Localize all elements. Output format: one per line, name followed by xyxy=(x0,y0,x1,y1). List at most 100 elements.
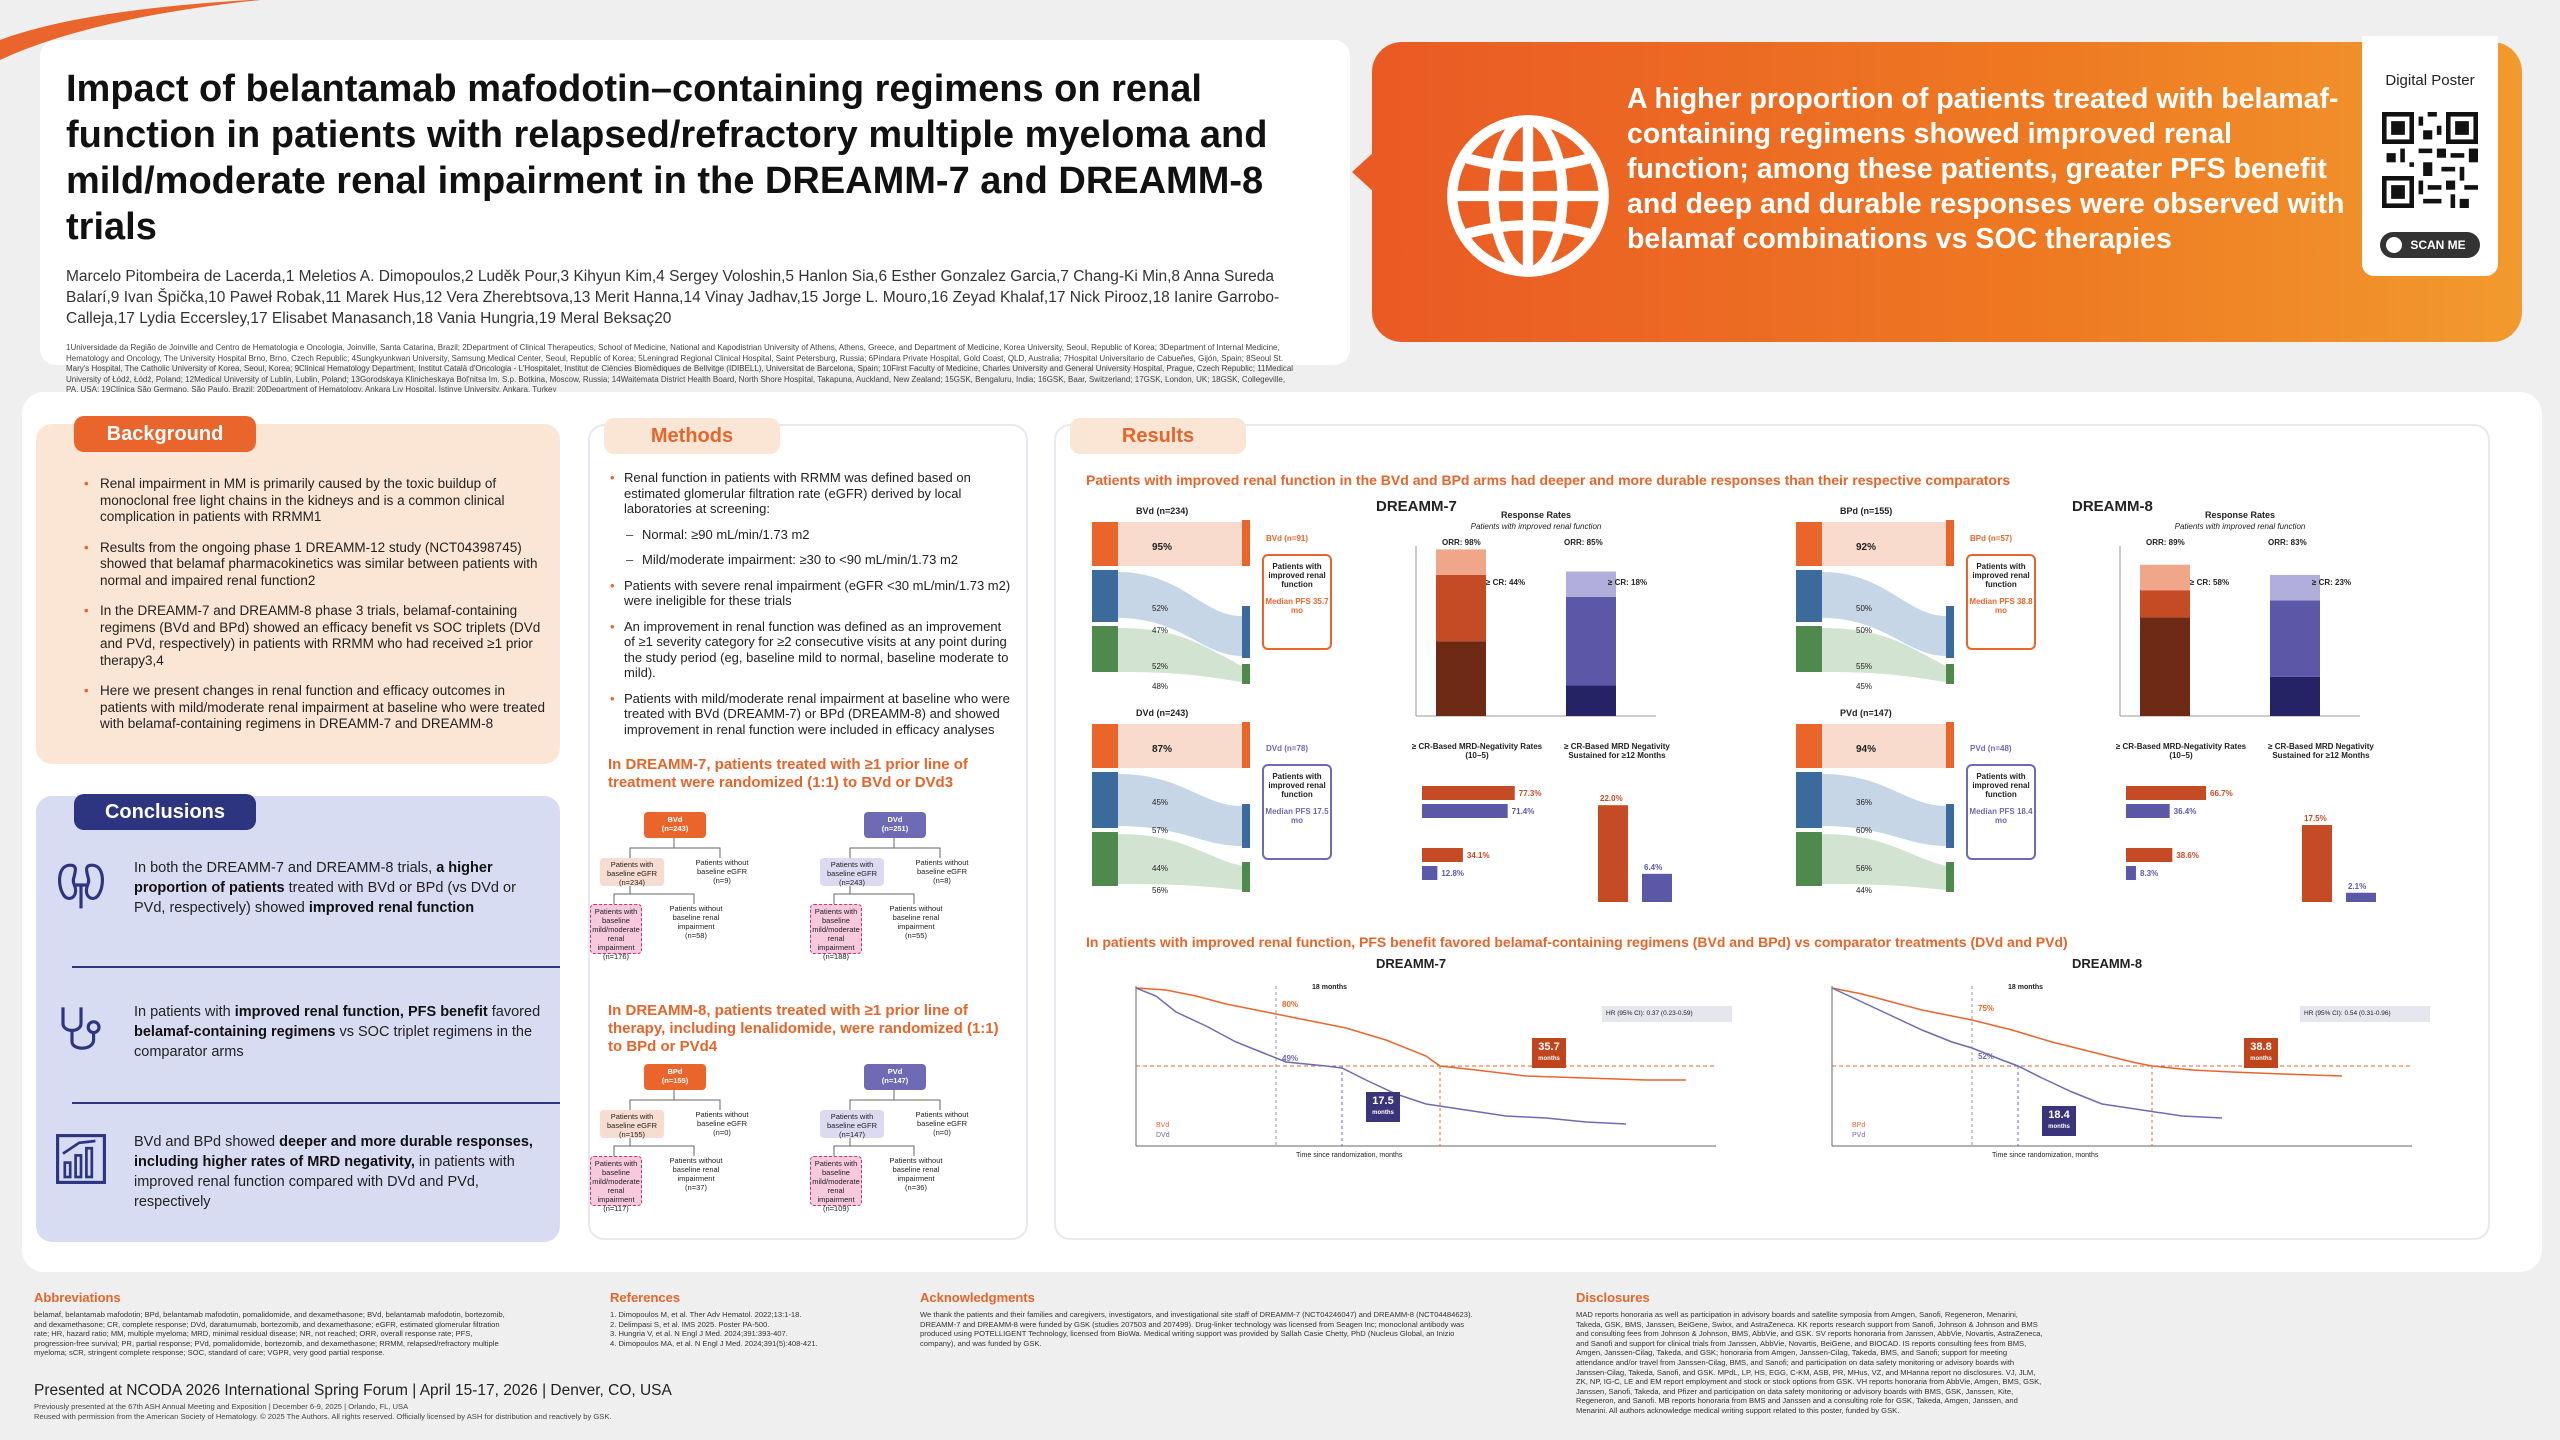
methods-bullets: Renal function in patients with RRMM was… xyxy=(610,470,1014,747)
km7-xlabel: Time since randomization, months xyxy=(1296,1152,1403,1159)
results-heading: Results xyxy=(1070,418,1246,454)
flow-bpd-with-egfr: Patients with baseline eGFR (n=155) xyxy=(600,1110,664,1139)
qr-code-icon[interactable] xyxy=(2382,112,2478,208)
d7-response-chart xyxy=(1415,546,1656,717)
methods-bullet: Patients with mild/moderate renal impair… xyxy=(610,691,1014,738)
scan-me-button[interactable]: SCAN ME xyxy=(2380,232,2480,258)
d7-cr-dvd: ≥ CR: 18% xyxy=(1608,578,1648,587)
d8-bpd-stack-segment xyxy=(2140,617,2190,716)
d8-response-title: Response Rates xyxy=(2204,510,2276,520)
poster-title: Impact of belantamab mafodotin–containin… xyxy=(66,68,1268,248)
digital-poster-label: Digital Poster xyxy=(2385,72,2475,89)
d8-sankey-pct: 50% xyxy=(1856,604,1873,613)
d8-sankey-pct: 36% xyxy=(1856,798,1873,807)
km8-18months: 18 months xyxy=(2008,984,2044,991)
dreamm8-title: DREAMM-8 xyxy=(2072,498,2153,515)
d7-bvd-stack-segment xyxy=(1436,574,1486,642)
d7-dvd-stack-segment xyxy=(1566,571,1616,597)
d7-mrd-label: 12.8% xyxy=(1441,869,1464,878)
background-bullet: Renal impairment in MM is primarily caus… xyxy=(84,476,546,526)
d8-sankey-pct: 56% xyxy=(1856,864,1873,873)
d8-top-arm-label: BPd (n=155) xyxy=(1840,506,1893,516)
flow-bpd-no-impairment: Patients without baseline renal impairme… xyxy=(669,1156,723,1192)
d7-sankey-pct: 52% xyxy=(1152,662,1169,671)
dreamm7-methods-heading: In DREAMM-7, patients treated with ≥1 pr… xyxy=(608,756,968,791)
d7-sus-title: ≥ CR-Based MRD Negativity Sustained for … xyxy=(1564,742,1670,760)
abbreviations-text: belamaf, belantamab mafodotin; BPd, bela… xyxy=(34,1310,505,1358)
d7-mrd-bar xyxy=(1422,848,1463,862)
presented-at: Presented at NCODA 2026 International Sp… xyxy=(34,1382,672,1399)
km8-xlabel: Time since randomization, months xyxy=(1992,1152,2099,1159)
km7-median-b: 17.5 months xyxy=(1366,1092,1400,1122)
d8-mrd-bar xyxy=(2126,786,2207,800)
km7-legend-dvd: DVd xyxy=(1156,1132,1170,1139)
d7-cr-bvd: ≥ CR: 44% xyxy=(1486,578,1526,587)
d8-sankey-pct: 55% xyxy=(1856,662,1873,671)
d7-sus-bar xyxy=(1642,873,1672,902)
references-list: 1. Dimopoulos M, et al. Ther Adv Hematol… xyxy=(610,1310,890,1348)
km8-pct-b: 52% xyxy=(1978,1052,1995,1061)
flow-bpd-without-egfr: Patients without baseline eGFR (n=0) xyxy=(695,1110,749,1137)
conclusions-panel: In both the DREAMM-7 and DREAMM-8 trials… xyxy=(36,796,560,1242)
conclusion-text-2: In patients with improved renal function… xyxy=(134,1004,541,1060)
background-bullet: Here we present changes in renal functio… xyxy=(84,683,546,733)
d8-mrd-bar xyxy=(2126,848,2173,862)
flow-bvd-without-egfr: Patients without baseline eGFR (n=9) xyxy=(695,858,749,885)
scan-me-label: SCAN ME xyxy=(2410,238,2466,252)
d7-mrd-label: 71.4% xyxy=(1512,807,1535,816)
d8-sankey-pct: 44% xyxy=(1856,886,1873,895)
scan-icon xyxy=(2386,237,2402,253)
flow-bvd-with-egfr: Patients with baseline eGFR (n=234) xyxy=(600,858,664,887)
km8-pct-a: 75% xyxy=(1978,1004,1995,1013)
d8-pvd-stack-segment xyxy=(2270,600,2320,677)
disclosures-text: MAD reports honoraria as well as partici… xyxy=(1576,1310,2043,1415)
methods-bullet: An improvement in renal function was def… xyxy=(610,619,1014,681)
digital-poster-qr-panel[interactable]: Digital Poster SCAN ME xyxy=(2362,36,2498,276)
background-bullet: Results from the ongoing phase 1 DREAMM-… xyxy=(84,540,546,590)
d7-mrd-label: 34.1% xyxy=(1467,851,1490,860)
d7-sankey-pct: 44% xyxy=(1152,864,1169,873)
d8-imp-bottom-label: PVd (n=48) xyxy=(1970,744,2012,753)
d7-bvd-stack-segment xyxy=(1436,549,1486,575)
dreamm7-sankey xyxy=(1092,520,1250,892)
kidney-icon xyxy=(58,863,104,909)
flow-bvd-arm: BVd (n=243) xyxy=(644,812,706,838)
d8-mrd-label: 36.4% xyxy=(2174,807,2197,816)
km8-legend-bpd: BPd xyxy=(1852,1122,1866,1129)
d7-mrd-title: ≥ CR-Based MRD-Negativity Rates (10−5) xyxy=(1411,742,1543,760)
results-subheading-1: Patients with improved renal function in… xyxy=(1086,472,2011,488)
reference-item: 1. Dimopoulos M, et al. Ther Adv Hematol… xyxy=(610,1310,802,1319)
d8-pvd-stack-segment xyxy=(2270,574,2320,601)
acknowledgments-text: We thank the patients and their families… xyxy=(920,1310,1473,1348)
km8-legend-pvd: PVd xyxy=(1852,1132,1866,1139)
km8-curve xyxy=(1831,986,2412,1147)
flow-pvd-arm: PVd (n=147) xyxy=(864,1064,926,1090)
d7-sus-label: 6.4% xyxy=(1644,863,1662,872)
reference-item: 2. Delimpasi S, et al. IMS 2025. Poster … xyxy=(610,1319,770,1329)
flow-bpd-arm: BPd (n=155) xyxy=(644,1064,706,1090)
stethoscope-icon xyxy=(61,1007,101,1050)
conclusion-item-2: In patients with improved renal function… xyxy=(54,1002,544,1112)
flow-bvd-mild-moderate: Patients with baseline mild/moderate ren… xyxy=(590,904,642,961)
title-card: Impact of belantamab mafodotin–containin… xyxy=(40,40,1350,394)
flow-pvd-no-impairment: Patients without baseline renal impairme… xyxy=(889,1156,943,1192)
d8-sus-title: ≥ CR-Based MRD Negativity Sustained for … xyxy=(2268,742,2374,760)
background-bullet: In the DREAMM-7 and DREAMM-8 phase 3 tri… xyxy=(84,603,546,669)
affiliations: 1Universidade da Região de Joinville and… xyxy=(66,343,1294,394)
conclusion-text-1: In both the DREAMM-7 and DREAMM-8 trials… xyxy=(134,860,516,916)
d7-mrd-bar xyxy=(1422,804,1508,818)
flow-dvd-without-egfr: Patients without baseline eGFR (n=8) xyxy=(915,858,969,885)
d8-orr-bpd: ORR: 89% xyxy=(2146,538,2185,547)
methods-bullet: Renal function in patients with RRMM was… xyxy=(610,470,1014,517)
methods-panel: Renal function in patients with RRMM was… xyxy=(588,424,1028,1240)
flow-pvd-with-egfr: Patients with baseline eGFR (n=147) xyxy=(820,1110,884,1139)
methods-sub-bullet: Normal: ≥90 mL/min/1.73 m2 xyxy=(610,527,1014,543)
corner-swoosh-decoration xyxy=(0,0,260,60)
km8-title: DREAMM-8 xyxy=(2072,956,2143,971)
abbreviations-heading: Abbreviations xyxy=(34,1290,121,1305)
previous-presentation: Previously presented at the 67th ASH Ann… xyxy=(34,1402,612,1421)
d8-mrd-label: 38.6% xyxy=(2176,851,2199,860)
d8-bpd-stack-segment xyxy=(2140,590,2190,618)
d8-cr-pvd: ≥ CR: 23% xyxy=(2312,578,2352,587)
d8-mrd-label: 66.7% xyxy=(2210,789,2233,798)
